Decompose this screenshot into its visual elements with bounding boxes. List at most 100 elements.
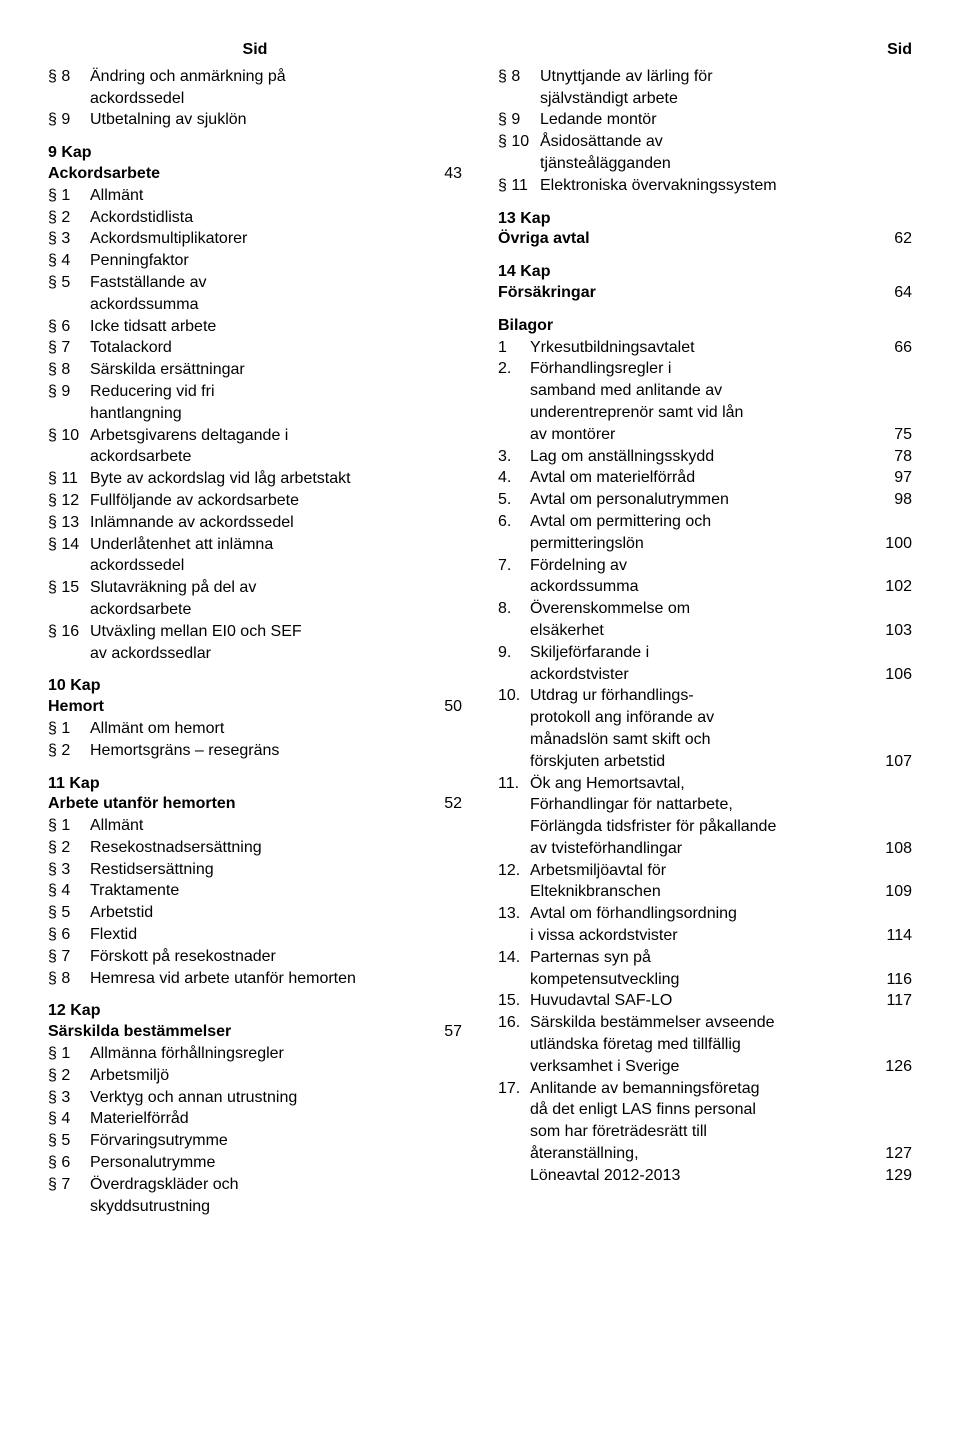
section-page: 64 <box>894 283 912 304</box>
appendix-page: 98 <box>876 490 912 511</box>
para-text: Förvaringsutrymme <box>90 1131 462 1152</box>
appendix-num <box>498 1166 522 1187</box>
para-text: Ledande montör <box>540 110 912 131</box>
para-num: § 5 <box>48 903 90 924</box>
appendix-page: 114 <box>876 926 912 947</box>
appendix-text: månadslön samt skift och <box>530 730 868 751</box>
section-title: Försäkringar <box>498 283 596 304</box>
para-text: Allmänt <box>90 186 462 207</box>
appendix-text: utländska företag med tillfällig <box>530 1035 868 1056</box>
appendix-page <box>876 359 912 380</box>
appendix-page: 109 <box>876 882 912 903</box>
para-item: § 12Fullföljande av ackordsarbete <box>48 491 462 512</box>
para-num: § 4 <box>48 881 90 902</box>
header-right-label: Sid <box>887 40 912 61</box>
left-sections: 9 KapAckordsarbete43§ 1Allmänt§ 2Ackords… <box>48 143 462 1217</box>
para-item: § 6Flextid <box>48 925 462 946</box>
section-title: Arbete utanför hemorten <box>48 794 236 815</box>
appendix-page <box>876 795 912 816</box>
para-text: Verktyg och annan utrustning <box>90 1088 462 1109</box>
appendix-continuation: av montörer75 <box>498 425 912 446</box>
left-pre-section: § 8Ändring och anmärkning påackordssedel… <box>48 67 462 131</box>
para-text: Reducering vid fri <box>90 382 462 403</box>
para-text: Allmänt <box>90 816 462 837</box>
para-text: Traktamente <box>90 881 462 902</box>
para-text: Personalutrymme <box>90 1153 462 1174</box>
para-text: Resekostnadsersättning <box>90 838 462 859</box>
section-page: 57 <box>444 1022 462 1043</box>
left-column: Sid § 8Ändring och anmärkning påackordss… <box>48 40 462 1217</box>
para-num: § 12 <box>48 491 90 512</box>
appendix-page: 103 <box>876 621 912 642</box>
chapter-label: 10 Kap <box>48 676 462 697</box>
para-item: § 10Arbetsgivarens deltagande i <box>48 426 462 447</box>
appendix-row: 15.Huvudavtal SAF-LO117 <box>498 991 912 1012</box>
section-title-row: Ackordsarbete 43 <box>48 164 462 185</box>
appendix-text: förskjuten arbetstid <box>530 752 868 773</box>
para-item: § 4Materielförråd <box>48 1109 462 1130</box>
para-text: Flextid <box>90 925 462 946</box>
section-title: Övriga avtal <box>498 229 590 250</box>
appendix-num: 3. <box>498 447 522 468</box>
para-item: § 8Ändring och anmärkning på <box>48 67 462 88</box>
para-continuation: ackordsarbete <box>48 447 462 468</box>
appendix-text: Avtal om permittering och <box>530 512 868 533</box>
appendix-continuation: i vissa ackordstvister 114 <box>498 926 912 947</box>
appendix-num: 12. <box>498 861 522 882</box>
section-title: Hemort <box>48 697 104 718</box>
para-num: § 9 <box>48 382 90 403</box>
appendix-row: 2.Förhandlingsregler i <box>498 359 912 380</box>
appendix-num: 11. <box>498 774 522 795</box>
appendix-row: Löneavtal 2012-2013129 <box>498 1166 912 1187</box>
para-num: § 16 <box>48 622 90 643</box>
para-text: Arbetstid <box>90 903 462 924</box>
appendix-num: 9. <box>498 643 522 664</box>
para-text: Icke tidsatt arbete <box>90 317 462 338</box>
para-text: Fastställande av <box>90 273 462 294</box>
appendix-page: 78 <box>876 447 912 468</box>
appendix-text: Ök ang Hemortsavtal, <box>530 774 868 795</box>
appendix-continuation: kompetensutveckling116 <box>498 970 912 991</box>
section-title: Ackordsarbete <box>48 164 160 185</box>
header-right: Sid <box>498 40 912 61</box>
para-item: § 6Icke tidsatt arbete <box>48 317 462 338</box>
appendix-page <box>876 686 912 707</box>
chapter-label: 14 Kap <box>498 262 912 283</box>
appendix-text: Avtal om förhandlingsordning <box>530 904 868 925</box>
appendix-num: 13. <box>498 904 522 925</box>
right-sections: 13 KapÖvriga avtal6214 KapFörsäkringar64 <box>498 209 912 304</box>
para-item: § 9Utbetalning av sjuklön <box>48 110 462 131</box>
section-title-row: Särskilda bestämmelser 57 <box>48 1022 462 1043</box>
appendix-continuation: underentreprenör samt vid lån <box>498 403 912 424</box>
para-item: § 5Förvaringsutrymme <box>48 1131 462 1152</box>
appendix-page <box>876 817 912 838</box>
appendix-row: 17.Anlitande av bemanningsföretag <box>498 1079 912 1100</box>
para-text: Slutavräkning på del av <box>90 578 462 599</box>
appendix-continuation: protokoll ang införande av <box>498 708 912 729</box>
para-num: § 15 <box>48 578 90 599</box>
appendix-page: 107 <box>876 752 912 773</box>
para-item: § 1Allmänt om hemort <box>48 719 462 740</box>
para-num: § 1 <box>48 719 90 740</box>
appendix-page: 129 <box>876 1166 912 1187</box>
appendix-num: 7. <box>498 556 522 577</box>
section-page: 43 <box>444 164 462 185</box>
appendix-text: Förlängda tidsfrister för påkallande <box>530 817 868 838</box>
section-title: Särskilda bestämmelser <box>48 1022 231 1043</box>
appendix-num: 15. <box>498 991 522 1012</box>
appendix-row: 10.Utdrag ur förhandlings- <box>498 686 912 707</box>
para-num: § 5 <box>48 273 90 294</box>
appendix-continuation: verksamhet i Sverige126 <box>498 1057 912 1078</box>
appendix-text: ackordssumma <box>530 577 868 598</box>
para-continuation: hantlangning <box>48 404 462 425</box>
para-item: § 3Ackordsmultiplikatorer <box>48 229 462 250</box>
para-item: § 7Överdragskläder och <box>48 1175 462 1196</box>
appendix-text: Huvudavtal SAF-LO <box>530 991 868 1012</box>
appendix-text: i vissa ackordstvister <box>530 926 868 947</box>
para-num: § 1 <box>48 1044 90 1065</box>
para-continuation: av ackordssedlar <box>48 644 462 665</box>
appendix-continuation: förskjuten arbetstid 107 <box>498 752 912 773</box>
para-text: Ändring och anmärkning på <box>90 67 462 88</box>
para-item: § 9Reducering vid fri <box>48 382 462 403</box>
appendix-text: Förhandlingar för nattarbete, <box>530 795 868 816</box>
